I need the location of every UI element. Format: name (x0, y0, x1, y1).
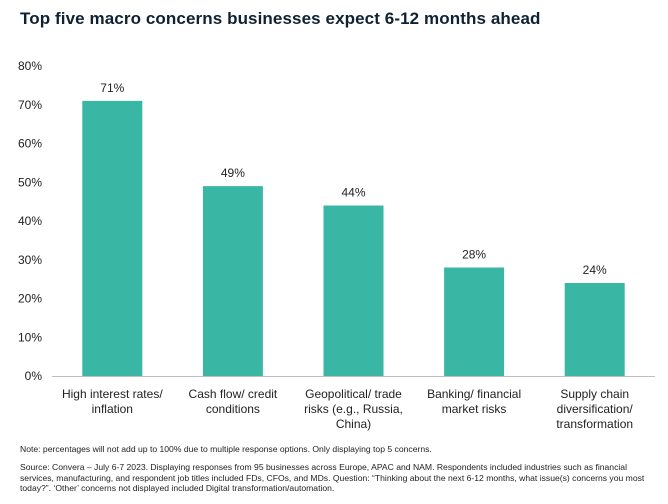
data-label: 44% (341, 186, 365, 200)
bar (202, 186, 263, 376)
bar (82, 100, 143, 376)
y-tick-label: 40% (18, 214, 42, 228)
data-label: 28% (462, 248, 486, 262)
source-note: Source: Convera – July 6-7 2023. Display… (20, 462, 645, 493)
bar-chart: 0% 10% 20% 30% 40% 50% 60% 70% 80% 71% 49% 44% 28% 2… (18, 59, 655, 431)
y-tick-label: 60% (18, 137, 42, 151)
y-tick-label: 50% (18, 175, 42, 189)
data-label: 71% (100, 81, 124, 95)
category-label: Cash flow/ credit conditions (189, 387, 278, 416)
y-axis-ticks: 0% 10% 20% 30% 40% 50% 60% 70% 80% (18, 59, 42, 383)
category-label: Geopolitical/ trade risks (e.g., Russia, C… (304, 387, 403, 431)
y-tick-label: 80% (18, 59, 42, 73)
y-tick-label: 30% (18, 253, 42, 267)
data-label: 49% (221, 166, 245, 180)
bars (82, 100, 625, 376)
category-label: High interest rates/inflation (62, 387, 163, 416)
category-label: Banking/ financial market risks (427, 387, 521, 416)
bar (444, 267, 505, 376)
footnote: Note: percentages will not add up to 100… (20, 444, 432, 454)
category-labels: High interest rates/inflation Cash flow/ … (62, 387, 633, 431)
y-tick-label: 70% (18, 98, 42, 112)
data-label: 24% (583, 263, 607, 277)
category-label: Supply chain diversification/transformati… (556, 387, 633, 431)
bar (323, 205, 384, 376)
y-tick-label: 10% (18, 330, 42, 344)
y-tick-label: 20% (18, 292, 42, 306)
bar (564, 283, 625, 376)
chart-title: Top five macro concerns businesses expec… (20, 9, 541, 28)
y-tick-label: 0% (25, 369, 43, 383)
data-labels: 71% 49% 44% 28% 24% (100, 81, 607, 277)
